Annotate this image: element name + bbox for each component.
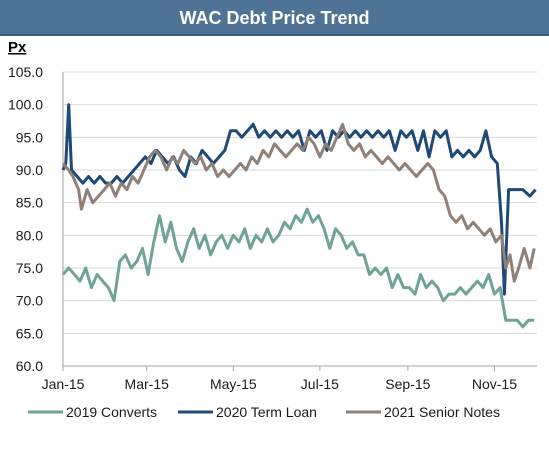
y-tick-label: 75.0 bbox=[16, 260, 43, 276]
y-tick-label: 80.0 bbox=[16, 227, 43, 243]
y-tick-label: 100.0 bbox=[8, 97, 43, 113]
y-tick-label: 85.0 bbox=[16, 195, 43, 211]
y-tick-label: 95.0 bbox=[16, 129, 43, 145]
x-tick-label: Sep-15 bbox=[385, 376, 430, 392]
title-bar: WAC Debt Price Trend bbox=[0, 0, 549, 36]
y-tick-label: 65.0 bbox=[16, 325, 43, 341]
y-tick-label: 60.0 bbox=[16, 358, 43, 374]
y-tick-label: 90.0 bbox=[16, 162, 43, 178]
x-tick-label: Mar-15 bbox=[125, 376, 170, 392]
x-tick-label: Nov-15 bbox=[472, 376, 517, 392]
series-lines bbox=[61, 103, 537, 329]
y-tick-label: 70.0 bbox=[16, 293, 43, 309]
price-trend-chart: Px 105.0 100.0 95.0 90.0 85.0 80.0 75.0 70.0 65.… bbox=[8, 39, 537, 420]
x-tick-label: May-15 bbox=[210, 376, 257, 392]
gridlines bbox=[62, 71, 537, 367]
series-line-1 bbox=[61, 207, 535, 329]
y-tick-label: 105.0 bbox=[8, 64, 43, 80]
y-axis-title: Px bbox=[8, 39, 27, 56]
legend-label: 2019 Converts bbox=[66, 404, 157, 420]
chart-title: WAC Debt Price Trend bbox=[179, 8, 370, 28]
legend: 2019 Converts 2020 Term Loan 2021 Senior N… bbox=[28, 404, 500, 420]
legend-label: 2020 Term Loan bbox=[216, 404, 317, 420]
y-axis-ticks: 105.0 100.0 95.0 90.0 85.0 80.0 75.0 70.0 65.0 60… bbox=[8, 64, 43, 374]
x-tick-label: Jul-15 bbox=[301, 376, 339, 392]
x-axis-ticks: Jan-15 Mar-15 May-15 Jul-15 Sep-15 Nov-15 bbox=[42, 366, 517, 392]
series-line-2 bbox=[61, 103, 537, 296]
series-line-3 bbox=[61, 122, 536, 283]
x-tick-label: Jan-15 bbox=[42, 376, 85, 392]
legend-label: 2021 Senior Notes bbox=[384, 404, 500, 420]
